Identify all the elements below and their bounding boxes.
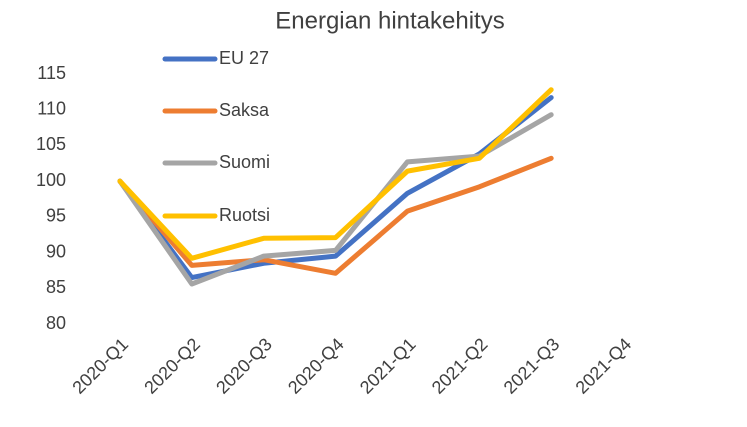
y-tick-label: 90 xyxy=(46,241,66,261)
legend-label: Saksa xyxy=(219,100,270,120)
y-tick-label: 110 xyxy=(37,98,66,118)
y-tick-label: 80 xyxy=(46,313,66,333)
y-tick-label: 115 xyxy=(37,63,66,83)
y-tick-label: 85 xyxy=(46,277,66,297)
y-tick-label: 105 xyxy=(36,134,66,154)
y-tick-label: 95 xyxy=(46,206,66,226)
y-tick-label: 100 xyxy=(36,170,66,190)
legend-label: Suomi xyxy=(219,152,270,172)
chart-title: Energian hintakehitys xyxy=(275,7,504,34)
legend-label: Ruotsi xyxy=(219,205,270,225)
legend-label: EU 27 xyxy=(219,48,269,68)
line-series xyxy=(117,87,554,261)
line-series xyxy=(117,155,554,276)
